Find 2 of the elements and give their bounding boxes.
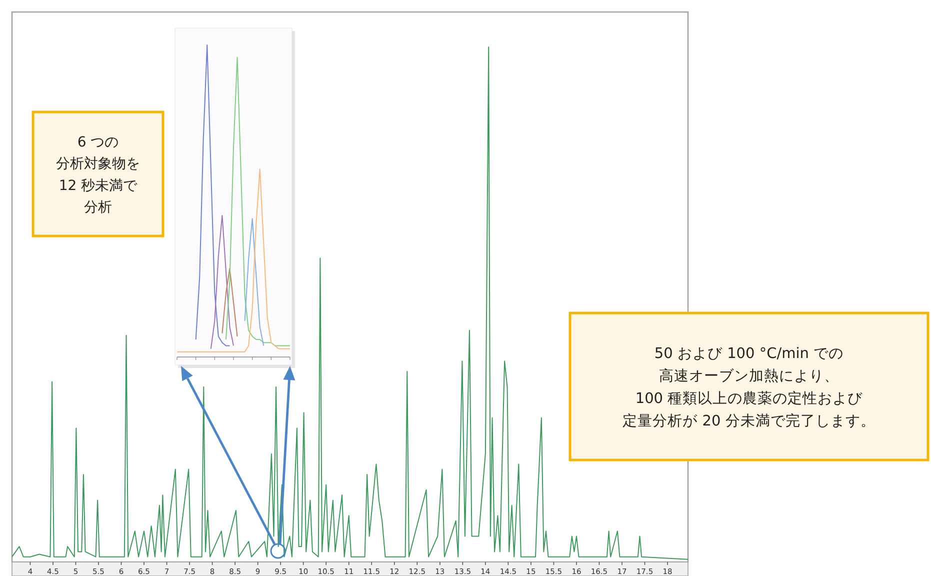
annotation: 50 および 100 °C/min での高速オーブン加熱により、100 種類以上の農薬の定性および定量分析が 20 分未満で完了します。 [622, 346, 876, 430]
annotation: 6 つの分析対象物を12 秒未満で分析 [56, 134, 140, 216]
